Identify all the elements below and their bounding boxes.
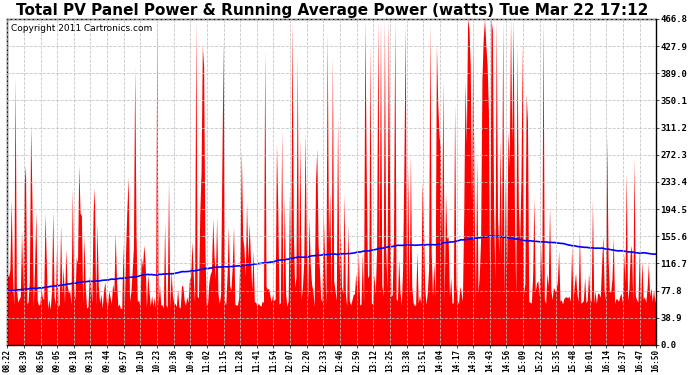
Title: Total PV Panel Power & Running Average Power (watts) Tue Mar 22 17:12: Total PV Panel Power & Running Average P…: [16, 3, 648, 18]
Text: Copyright 2011 Cartronics.com: Copyright 2011 Cartronics.com: [10, 24, 152, 33]
